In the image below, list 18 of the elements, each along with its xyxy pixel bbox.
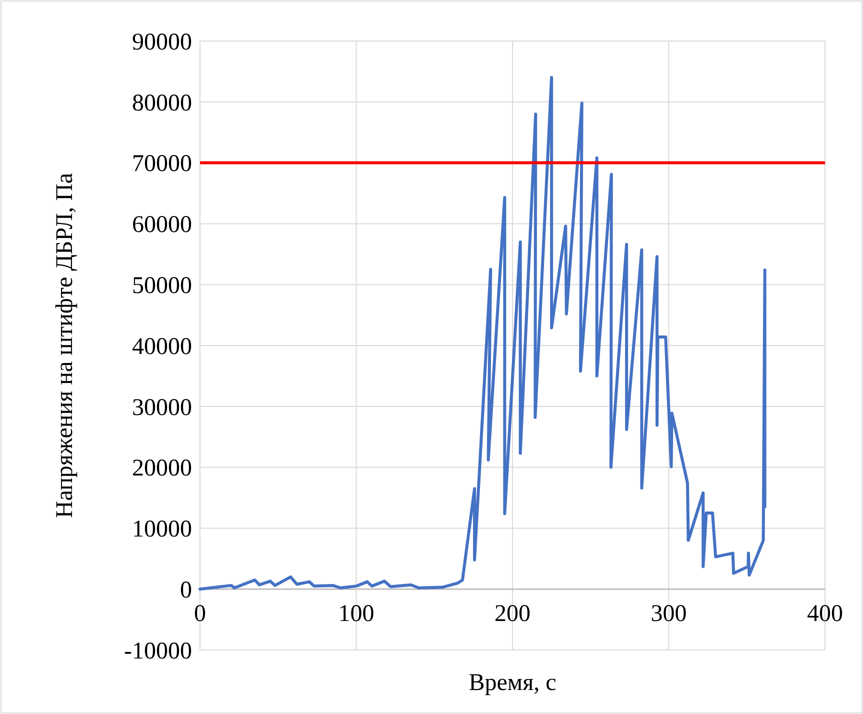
line-series: [198, 76, 766, 591]
x-tick-label: 400: [807, 601, 843, 628]
y-tick-label: 90000: [132, 29, 192, 56]
x-tick-label: 100: [338, 601, 374, 628]
x-axis-title: Время, с: [468, 670, 556, 696]
y-tick-label: 40000: [132, 334, 192, 360]
x-tick-label: 300: [650, 601, 687, 628]
y-tick-label: 60000: [132, 212, 192, 238]
y-tick-label: -10000: [124, 638, 192, 664]
y-tick-label: 30000: [132, 394, 192, 421]
y-tick-label: 50000: [132, 273, 192, 299]
y-tick-label: 10000: [132, 516, 192, 543]
y-tick-label: 20000: [132, 456, 192, 482]
y-tick-label: 80000: [132, 90, 192, 116]
x-tick-label: 200: [494, 601, 530, 628]
y-axis-title: Напряжения на штифте ДБРЛ, Па: [52, 172, 78, 518]
y-tick-label: 0: [180, 578, 192, 604]
y-tick-label: 70000: [132, 151, 192, 178]
